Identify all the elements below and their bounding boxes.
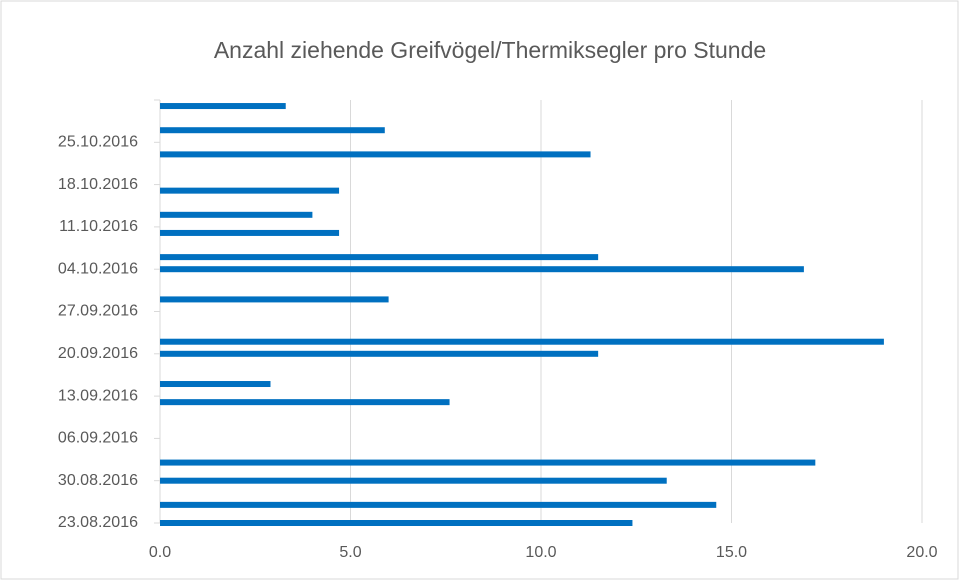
bar xyxy=(160,381,271,388)
y-tick-label: 30.08.2016 xyxy=(58,472,138,489)
y-tick-label: 06.09.2016 xyxy=(58,430,138,447)
bar xyxy=(160,211,313,218)
bar xyxy=(160,477,667,484)
bar xyxy=(160,187,340,194)
bar xyxy=(160,151,591,158)
bar xyxy=(160,459,816,466)
chart-title: Anzahl ziehende Greifvögel/Thermiksegler… xyxy=(214,37,766,63)
bar xyxy=(160,254,599,261)
bar xyxy=(160,266,804,273)
bar xyxy=(160,501,717,508)
y-tick-label: 23.08.2016 xyxy=(58,514,138,531)
bar xyxy=(160,520,633,526)
x-tick-label: 0.0 xyxy=(149,544,171,561)
bar xyxy=(160,338,884,345)
x-tick-label: 20.0 xyxy=(906,544,937,561)
y-tick-label: 20.09.2016 xyxy=(58,345,138,362)
x-tick-label: 15.0 xyxy=(716,544,747,561)
y-tick-label: 27.09.2016 xyxy=(58,303,138,320)
bar xyxy=(160,229,340,236)
x-tick-label: 5.0 xyxy=(339,544,361,561)
y-tick-label: 18.10.2016 xyxy=(58,176,138,193)
bar xyxy=(160,127,385,134)
y-tick-label: 25.10.2016 xyxy=(58,134,138,151)
y-tick-label: 04.10.2016 xyxy=(58,260,138,277)
y-tick-label: 11.10.2016 xyxy=(59,218,138,235)
bar xyxy=(160,103,286,110)
x-tick-label: 10.0 xyxy=(525,544,556,561)
bar xyxy=(160,296,389,303)
bar xyxy=(160,399,450,406)
bar xyxy=(160,350,599,357)
y-tick-label: 13.09.2016 xyxy=(58,387,138,404)
